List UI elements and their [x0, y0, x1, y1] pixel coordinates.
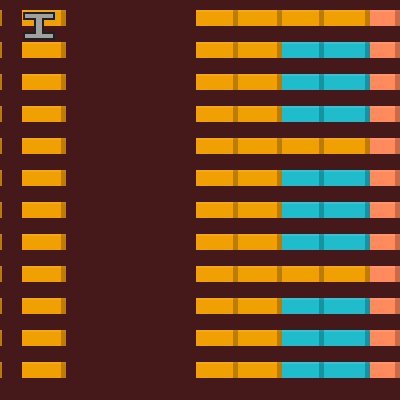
brick-left: [0, 138, 2, 154]
brick-orange: [324, 138, 370, 154]
brick-salmon: [370, 42, 400, 58]
brick-left: [22, 362, 66, 378]
brick-salmon: [370, 330, 400, 346]
brick-cyan: [282, 330, 324, 346]
brick-cyan: [324, 106, 370, 122]
brick-orange: [238, 106, 282, 122]
brick-left: [22, 298, 66, 314]
brick-orange: [196, 106, 238, 122]
brick-cyan: [282, 106, 324, 122]
brick-orange: [238, 330, 282, 346]
brick-left: [22, 202, 66, 218]
brick-orange: [196, 330, 238, 346]
brick-cyan: [324, 42, 370, 58]
brick-orange: [238, 362, 282, 378]
brick-salmon: [370, 234, 400, 250]
brick-cyan: [324, 202, 370, 218]
brick-orange: [196, 74, 238, 90]
brick-cyan: [324, 330, 370, 346]
brick-left: [22, 234, 66, 250]
brick-cyan: [282, 298, 324, 314]
brick-orange: [196, 266, 238, 282]
brick-salmon: [370, 202, 400, 218]
brick-cyan: [282, 42, 324, 58]
brick-salmon: [370, 298, 400, 314]
brick-left: [22, 170, 66, 186]
brick-salmon: [370, 106, 400, 122]
brick-left: [0, 202, 2, 218]
brick-salmon: [370, 74, 400, 90]
brick-cyan: [324, 298, 370, 314]
brick-cyan: [324, 170, 370, 186]
brick-orange: [238, 10, 282, 26]
brick-left: [0, 234, 2, 250]
brick-orange: [282, 266, 324, 282]
brick-cyan: [324, 362, 370, 378]
brick-cyan: [282, 202, 324, 218]
brick-orange: [282, 138, 324, 154]
brick-left: [22, 74, 66, 90]
brick-left: [22, 42, 66, 58]
brick-left: [0, 74, 2, 90]
brick-orange: [196, 10, 238, 26]
brick-orange: [196, 298, 238, 314]
brick-orange: [196, 362, 238, 378]
brick-left: [22, 138, 66, 154]
brick-orange: [238, 170, 282, 186]
brick-cyan: [282, 362, 324, 378]
brick-salmon: [370, 138, 400, 154]
brick-orange: [196, 234, 238, 250]
brick-left: [22, 266, 66, 282]
brick-orange: [282, 10, 324, 26]
brick-orange: [238, 138, 282, 154]
brick-cyan: [324, 234, 370, 250]
brick-orange: [196, 42, 238, 58]
brick-left: [0, 106, 2, 122]
brick-orange: [196, 202, 238, 218]
brick-orange: [196, 138, 238, 154]
brick-left: [0, 10, 2, 26]
brick-left: [22, 106, 66, 122]
brick-left: [0, 42, 2, 58]
brick-left: [0, 298, 2, 314]
brick-left: [0, 362, 2, 378]
brick-cyan: [324, 74, 370, 90]
brick-cyan: [282, 170, 324, 186]
brick-salmon: [370, 170, 400, 186]
i-beam-icon: [23, 12, 55, 40]
brick-orange: [238, 202, 282, 218]
brick-left: [0, 170, 2, 186]
brick-cyan: [282, 74, 324, 90]
brick-orange: [238, 42, 282, 58]
brick-orange: [238, 74, 282, 90]
brick-salmon: [370, 362, 400, 378]
brick-orange: [238, 266, 282, 282]
brick-orange: [324, 266, 370, 282]
brick-salmon: [370, 266, 400, 282]
brick-orange: [238, 234, 282, 250]
brick-left: [0, 266, 2, 282]
brick-left: [0, 330, 2, 346]
brick-left: [22, 330, 66, 346]
brick-orange: [324, 10, 370, 26]
brick-salmon: [370, 10, 400, 26]
brick-cyan: [282, 234, 324, 250]
brick-orange: [196, 170, 238, 186]
brick-orange: [238, 298, 282, 314]
